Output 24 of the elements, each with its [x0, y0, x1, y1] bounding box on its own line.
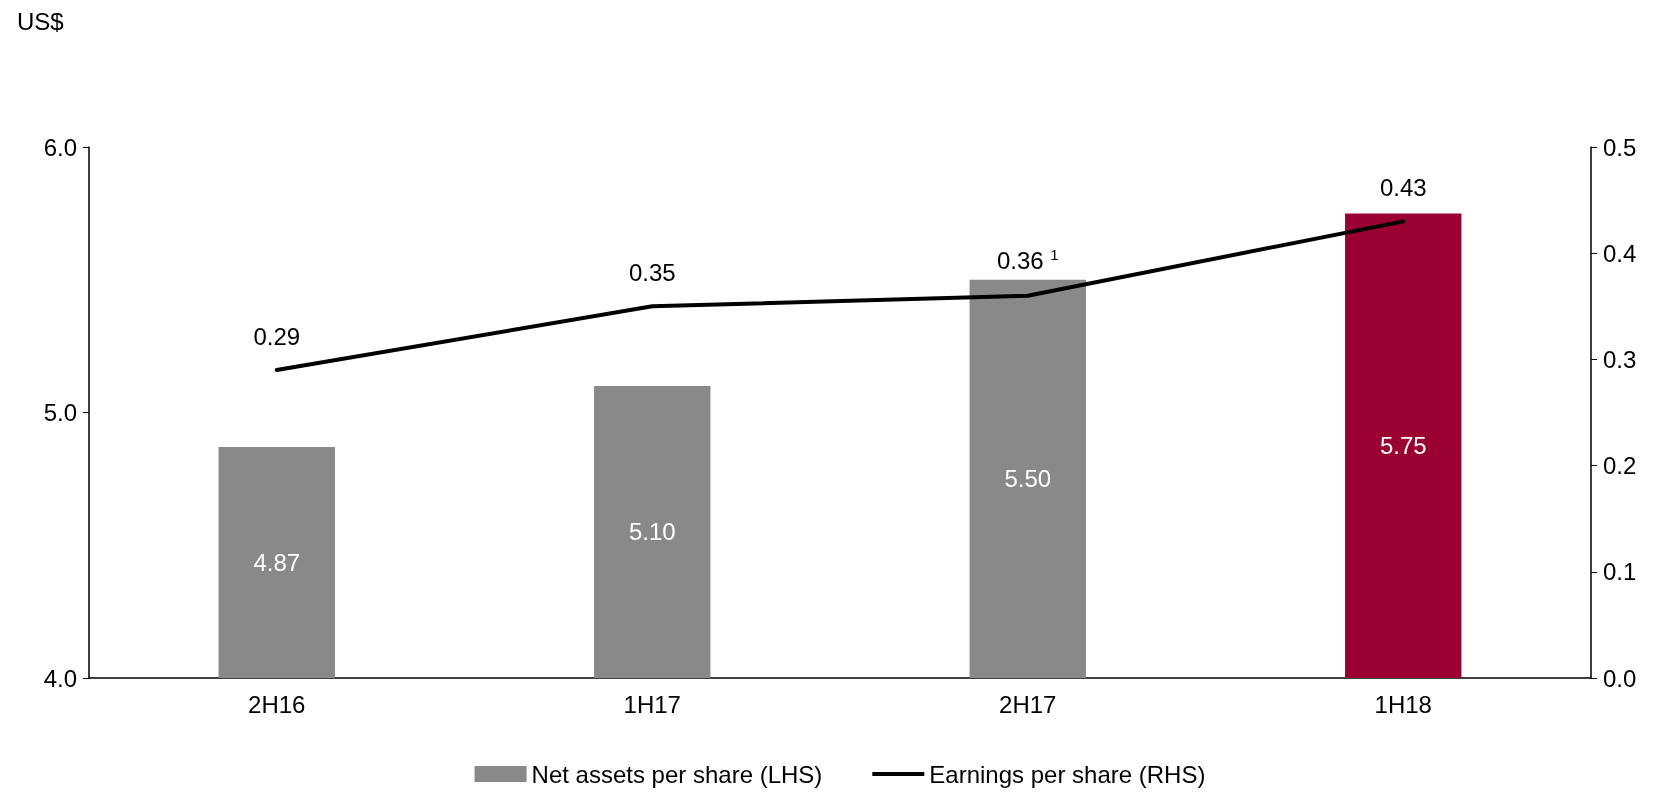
y-tick-label: 6.0	[43, 133, 77, 161]
y-tick-label: 5.0	[43, 399, 77, 426]
y2-tick-label: 0.5	[1603, 133, 1637, 161]
data-label: 5.10	[628, 518, 676, 546]
x-tick-label: 2H17	[999, 690, 1057, 718]
data-label: 0.43	[1379, 173, 1427, 201]
y2-tick-label: 0.1	[1603, 558, 1637, 586]
data-label: 4.87	[253, 549, 301, 577]
data-label: 0.36 1	[996, 245, 1059, 274]
y-tick-label: 4.0	[43, 664, 77, 692]
y2-tick-label: 0.0	[1603, 664, 1637, 692]
x-tick-label: 2H16	[248, 690, 306, 718]
data-label: 5.75	[1379, 432, 1427, 460]
legend-label: Net assets per share (LHS)	[531, 760, 823, 788]
data-label: 5.50	[1004, 465, 1052, 493]
y-axis-title: US$	[17, 7, 64, 35]
data-label: 0.29	[253, 322, 301, 350]
x-tick-label: 1H17	[623, 690, 681, 718]
legend-label: Earnings per share (RHS)	[929, 760, 1206, 788]
y2-tick-label: 0.4	[1603, 239, 1637, 267]
x-tick-label: 1H18	[1374, 690, 1432, 718]
y2-tick-label: 0.2	[1603, 452, 1637, 480]
y2-tick-label: 0.3	[1603, 345, 1637, 373]
data-label: 0.35	[628, 258, 676, 286]
